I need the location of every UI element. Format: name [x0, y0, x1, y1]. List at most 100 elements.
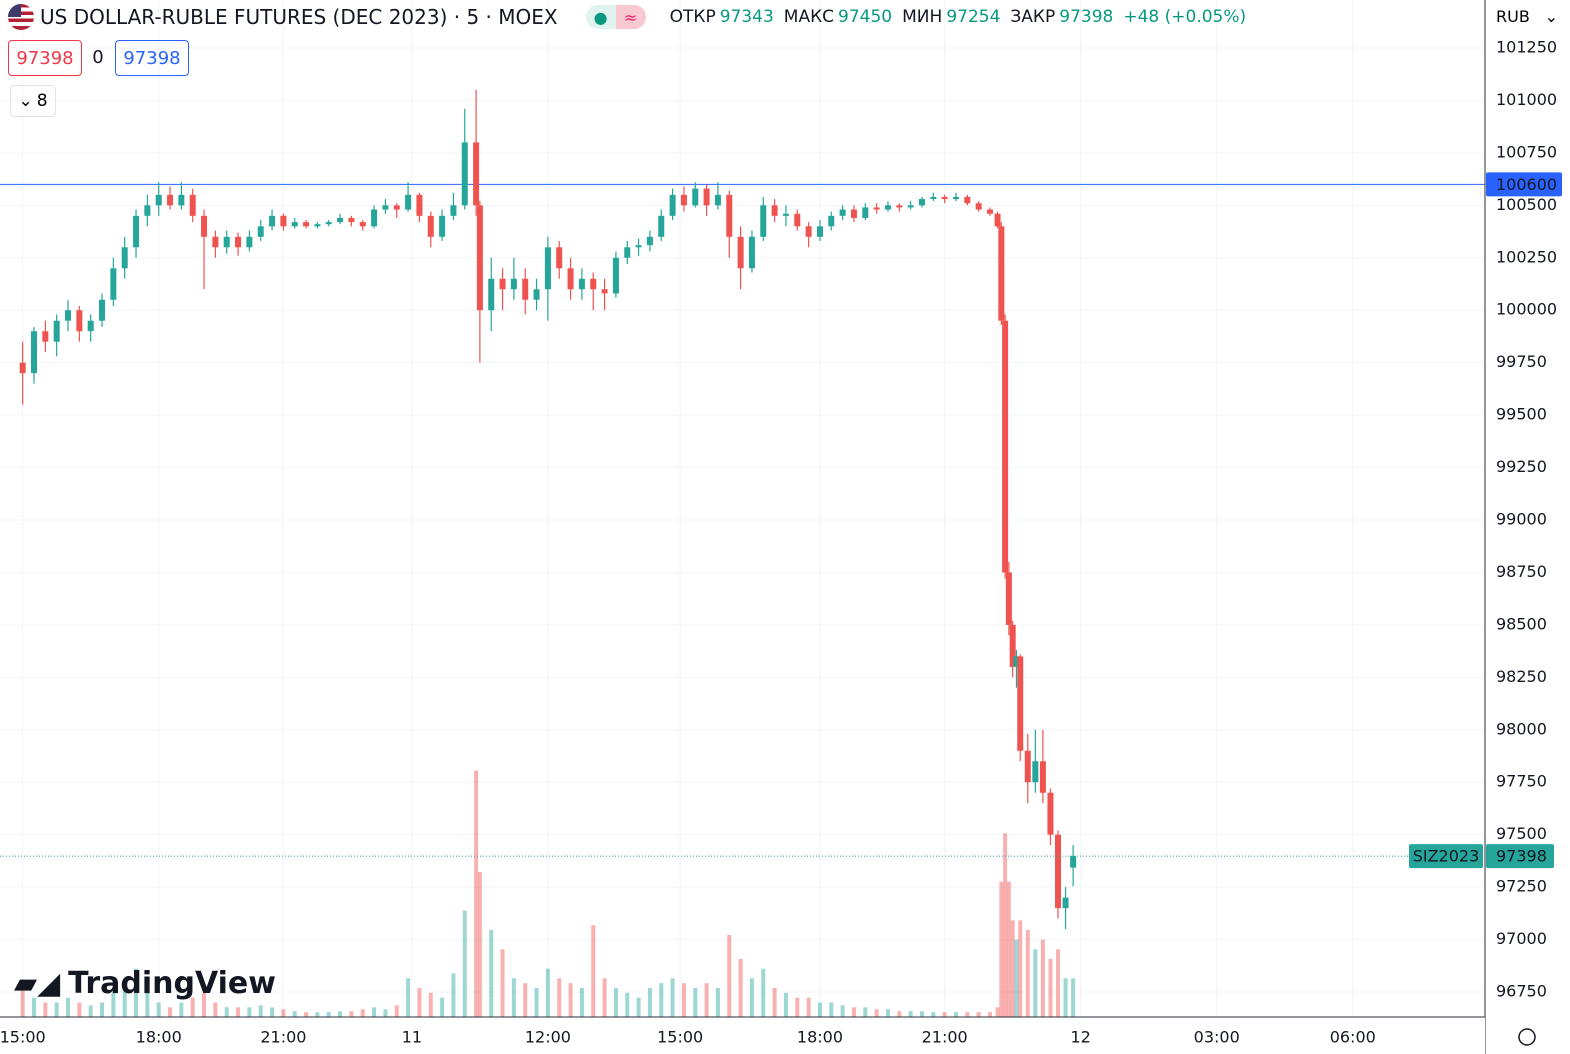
candle-body: [19, 362, 26, 374]
volume-bar: [338, 1011, 343, 1017]
chevron-icon: ⌄: [1544, 6, 1558, 26]
candle-body: [1062, 897, 1069, 909]
candle-body: [952, 196, 959, 200]
sell-button[interactable]: 97398: [8, 40, 82, 76]
y-tick-label: 98000: [1496, 719, 1547, 738]
volume-bar: [145, 983, 150, 1017]
volume-bar: [647, 988, 652, 1017]
candle-body: [405, 194, 412, 210]
volume-bar: [1033, 949, 1038, 1017]
candle-body: [782, 213, 789, 216]
open-value: 97343: [719, 7, 774, 27]
volume-bar: [360, 1009, 365, 1017]
candle-body: [987, 209, 993, 214]
x-tick-label: 21:00: [260, 1028, 306, 1047]
volume-bar: [545, 968, 550, 1017]
candle-body: [450, 205, 457, 216]
candle-body: [658, 215, 665, 237]
indicators-toggle[interactable]: ⌄ 8: [10, 85, 56, 117]
volume-bar: [122, 988, 127, 1017]
volume-bar: [636, 997, 641, 1017]
candle-body: [850, 209, 857, 218]
candle-body: [499, 278, 506, 290]
volume-bar: [1003, 833, 1008, 1017]
candle-body: [212, 236, 219, 248]
high-value: 97450: [838, 7, 893, 27]
candle-body: [269, 215, 276, 227]
candle-body: [303, 222, 310, 227]
candle-body: [99, 299, 106, 321]
candle-body: [839, 209, 846, 216]
y-tick-label: 100250: [1496, 247, 1557, 266]
y-tick-label: 98750: [1496, 562, 1547, 581]
candle-body: [692, 188, 699, 206]
candle-body: [612, 257, 619, 294]
candle-body: [473, 142, 480, 206]
candle-body: [291, 222, 298, 227]
y-tick-label: 99000: [1496, 510, 1547, 529]
price-line-tag: [1486, 172, 1562, 197]
candle-body: [476, 205, 483, 311]
volume-bar: [999, 881, 1004, 1017]
candle-body: [1005, 572, 1012, 625]
candle-body: [748, 236, 755, 269]
currency-select[interactable]: RUB ⌄: [1488, 2, 1566, 30]
volume-bar: [897, 1011, 902, 1017]
candle-body: [382, 205, 389, 210]
candle-body: [178, 194, 185, 206]
candle-body: [994, 213, 1001, 227]
candle-body: [87, 320, 94, 332]
volume-bar: [772, 988, 777, 1017]
candle-body: [805, 226, 812, 237]
volume-bar: [568, 983, 573, 1017]
volume-bar: [995, 1007, 1000, 1017]
volume-bar: [613, 988, 618, 1017]
close-value: 97398: [1059, 7, 1114, 27]
candle-body: [1055, 834, 1062, 909]
volume-bar: [383, 1009, 388, 1017]
buy-button[interactable]: 97398: [115, 40, 189, 76]
candle-body: [359, 222, 366, 227]
market-open-icon: ●: [585, 5, 616, 29]
volume-bar: [500, 949, 505, 1017]
volume-bar: [806, 997, 811, 1017]
volume-bar: [477, 872, 482, 1017]
candle-body: [930, 196, 937, 200]
volume-bar: [417, 988, 422, 1017]
volume-bar: [315, 1012, 320, 1017]
volume-bar: [942, 1012, 947, 1017]
volume-bar: [988, 1012, 992, 1017]
candle-body: [771, 205, 778, 216]
y-tick-label: 100500: [1496, 195, 1557, 214]
candle-body: [167, 194, 174, 206]
y-tick-label: 99500: [1496, 405, 1547, 424]
volume-bar: [919, 1011, 924, 1017]
volume-bar: [440, 997, 445, 1017]
candle-body: [726, 194, 733, 237]
candle-body: [223, 236, 230, 248]
volume-bar: [224, 1007, 229, 1017]
candle-body: [201, 215, 208, 237]
volume-bar: [1063, 978, 1068, 1017]
volume-bar: [579, 988, 584, 1017]
settings-icon: [1518, 1028, 1536, 1046]
candle-body: [42, 331, 49, 342]
y-tick-label: 98250: [1496, 667, 1547, 686]
candle-body: [257, 226, 264, 237]
candle-body: [1039, 761, 1046, 793]
x-tick-label: 18:00: [797, 1028, 843, 1047]
header: US DOLLAR-RUBLE FUTURES (DEC 2023) · 5 ·…: [8, 2, 1252, 32]
y-tick-label: 98500: [1496, 614, 1547, 633]
volume-bar: [179, 1002, 184, 1017]
candle-body: [918, 199, 925, 206]
candle-body: [371, 209, 378, 227]
volume-bar: [20, 988, 25, 1017]
volume-bar: [1071, 978, 1076, 1017]
y-tick-label: 100000: [1496, 300, 1557, 319]
volume-bar: [817, 1002, 822, 1017]
volume-bar: [32, 997, 37, 1017]
candle-body: [76, 310, 83, 332]
volume-bar: [1048, 959, 1053, 1017]
candle-body: [65, 310, 72, 321]
candle-body: [533, 289, 540, 300]
